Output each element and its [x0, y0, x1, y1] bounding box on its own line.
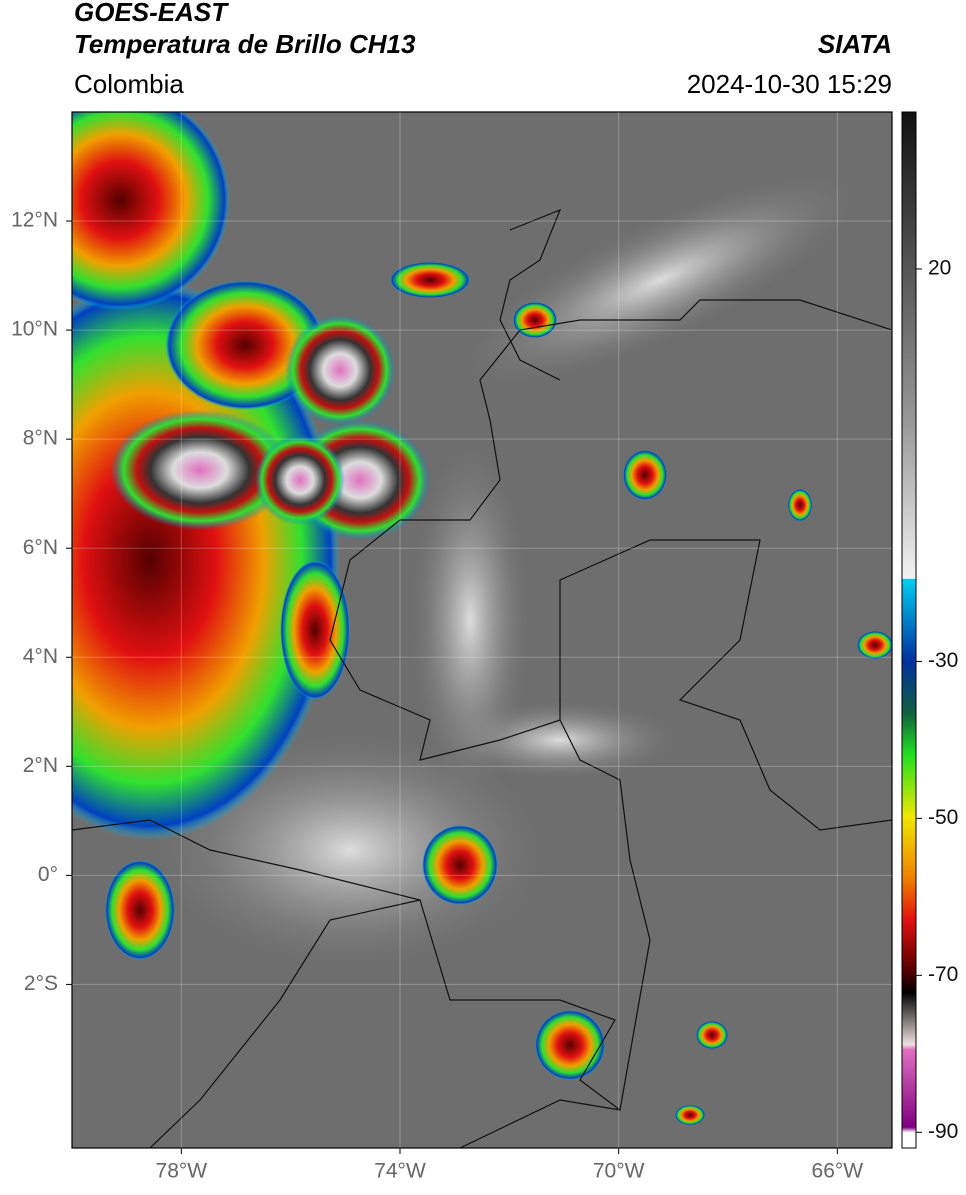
colorbar [901, 111, 917, 1149]
colorbar-tick-label: -30 [928, 649, 958, 672]
product: Temperatura de Brillo CH13 [74, 29, 416, 59]
y-tick-label: 8°N [23, 427, 58, 450]
x-tick-label: 78°W [156, 1160, 208, 1183]
colorbar-tick-label: -90 [928, 1120, 958, 1143]
colorbar-tick-label: 20 [928, 257, 951, 280]
source: SIATA [818, 29, 892, 59]
y-tick-label: 10°N [11, 318, 58, 341]
y-tick-label: 4°N [23, 645, 58, 668]
y-tick-label: 0° [38, 863, 58, 886]
region: Colombia [74, 69, 184, 99]
x-tick-label: 66°W [812, 1160, 864, 1183]
y-tick-label: 6°N [23, 536, 58, 559]
x-tick-label: 70°W [593, 1160, 645, 1183]
satellite: GOES-EAST [74, 0, 229, 27]
colorbar-tick-label: -50 [928, 806, 958, 829]
y-tick-label: 2°S [24, 972, 58, 995]
y-tick-label: 2°N [23, 754, 58, 777]
datetime: 2024-10-30 15:29 [687, 69, 892, 99]
colorbar-tick-label: -70 [928, 963, 958, 986]
satellite-image [72, 112, 892, 1148]
x-tick-label: 74°W [374, 1160, 426, 1183]
map-frame [71, 111, 893, 1149]
y-tick-label: 12°N [11, 209, 58, 232]
